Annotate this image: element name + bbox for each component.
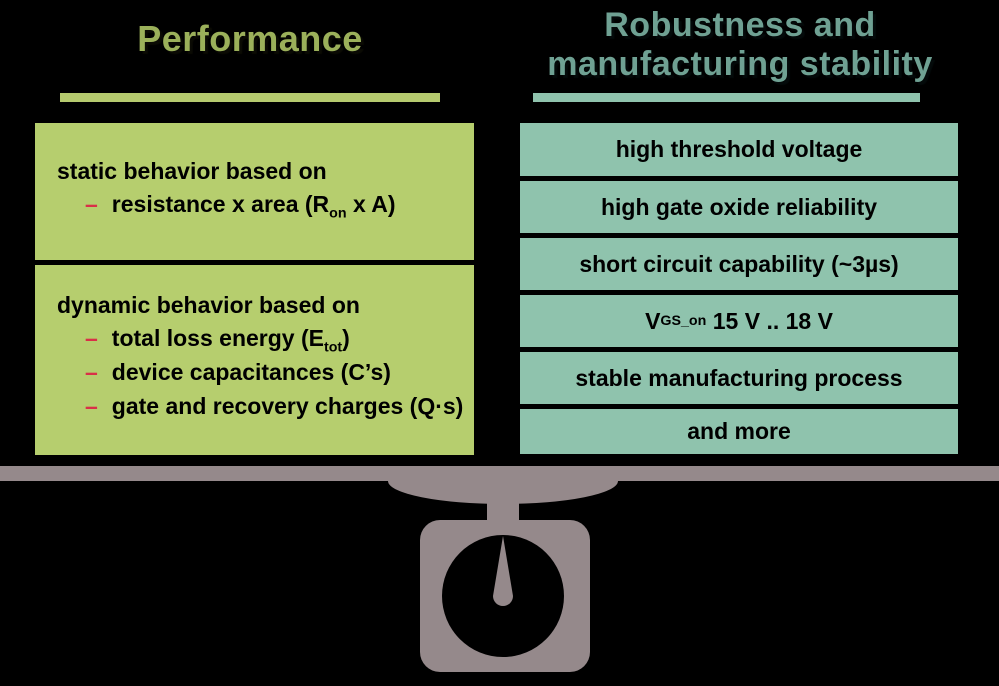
- row-text: short circuit capability (~3µs): [579, 250, 899, 277]
- robustness-box: high threshold voltage high gate oxide r…: [520, 123, 958, 454]
- dynamic-behavior-section: dynamic behavior based on – total loss e…: [35, 265, 474, 455]
- bullet-text: total loss energy (Etot): [112, 321, 350, 355]
- bullet-item-resistance: – resistance x area (Ron x A): [57, 187, 466, 221]
- bullet-text: resistance x area (Ron x A): [112, 187, 396, 221]
- performance-title: Performance: [137, 18, 363, 59]
- robustness-title-line2: manufacturing stability: [547, 45, 933, 83]
- performance-title-underline: [60, 93, 440, 102]
- scale-stem: [487, 496, 519, 524]
- dynamic-behavior-heading: dynamic behavior based on: [57, 292, 360, 318]
- robustness-title: Robustness and manufacturing stability: [515, 6, 965, 84]
- static-behavior-heading: static behavior based on: [57, 158, 327, 184]
- bullet-item-device-capacitances: – device capacitances (C’s): [57, 355, 466, 389]
- row-stable-manufacturing: stable manufacturing process: [520, 352, 958, 404]
- bullet-dash: –: [85, 393, 98, 419]
- text-segment: gate and recovery charges (Q·s): [111, 393, 464, 419]
- balance-beam: [0, 466, 999, 481]
- row-vgs-on: V GS_on 15 V .. 18 V: [520, 295, 958, 347]
- performance-box: static behavior based on – resistance x …: [35, 123, 474, 455]
- static-behavior-section: static behavior based on – resistance x …: [35, 123, 474, 260]
- text-segment: resistance x area (R: [111, 191, 330, 217]
- robustness-title-underline: [533, 93, 920, 102]
- robustness-title-line1: Robustness and: [604, 6, 876, 44]
- subscript: tot: [323, 339, 343, 356]
- row-text: stable manufacturing process: [575, 364, 903, 391]
- section-divider: [35, 260, 474, 265]
- scale-needle: [493, 536, 513, 606]
- text-segment: total loss energy (E: [111, 325, 324, 351]
- scale-pan: [388, 481, 618, 504]
- bullet-text: device capacitances (C’s): [112, 355, 391, 389]
- bullet-dash: –: [85, 191, 98, 217]
- row-short-circuit-capability: short circuit capability (~3µs): [520, 238, 958, 290]
- row-and-more: and more: [520, 409, 958, 454]
- subscript: on: [329, 205, 347, 222]
- balance-scale-icon: [0, 466, 999, 681]
- row-text: high threshold voltage: [615, 136, 863, 162]
- bullet-item-total-loss-energy: – total loss energy (Etot): [57, 321, 466, 355]
- bullet-dash: –: [85, 359, 98, 385]
- row-text: and more: [687, 418, 791, 444]
- bullet-item-gate-recovery-charges: – gate and recovery charges (Q·s): [57, 389, 466, 423]
- text-segment: ): [342, 325, 350, 351]
- row-gate-oxide-reliability: high gate oxide reliability: [520, 181, 958, 233]
- row-text: high gate oxide reliability: [600, 193, 878, 220]
- row-text: V: [645, 307, 661, 334]
- bullet-dash: –: [85, 325, 98, 351]
- bullet-text: gate and recovery charges (Q·s): [112, 389, 464, 423]
- text-segment: 15 V .. 18 V: [706, 307, 833, 334]
- text-segment: x A): [346, 191, 396, 217]
- row-high-threshold-voltage: high threshold voltage: [520, 123, 958, 176]
- text-segment: device capacitances (C’s): [111, 359, 391, 385]
